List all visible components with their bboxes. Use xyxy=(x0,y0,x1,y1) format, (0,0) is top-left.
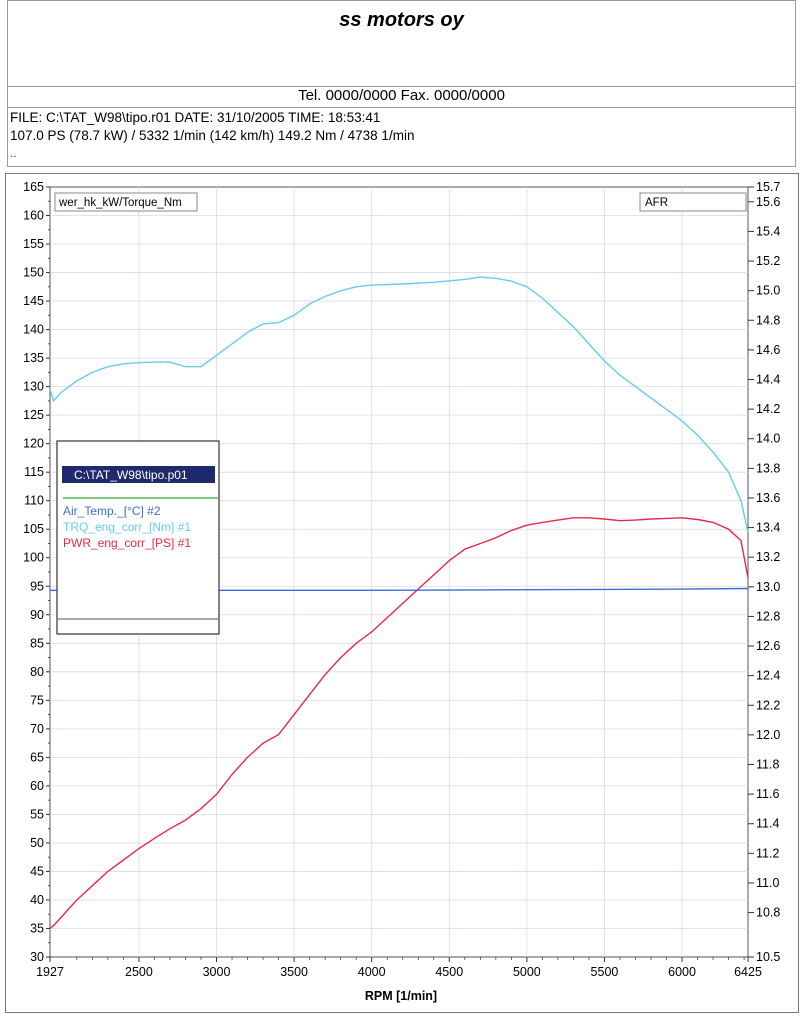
power-curve xyxy=(49,517,749,930)
y-right-tick-label: 15.7 xyxy=(756,180,780,194)
x-tick-label: 6425 xyxy=(734,965,762,979)
y-axis-left: 165 160 155 150 145 140 135 130 125 120 115 110 105 1… xyxy=(23,180,50,964)
legend-entry: TRQ_eng_corr_[Nm] #1 xyxy=(63,520,191,534)
y-right-tick-label: 11.4 xyxy=(756,817,779,831)
y-left-tick-label: 40 xyxy=(30,893,44,907)
y-right-tick-label: 15.0 xyxy=(756,284,780,298)
dyno-chart: 165 160 155 150 145 140 135 130 125 120 115 110 105 1… xyxy=(23,180,780,1003)
y-right-tick-label: 12.0 xyxy=(756,728,780,742)
y-right-tick-label: 13.2 xyxy=(756,550,780,564)
x-tick-label: 5000 xyxy=(513,965,541,979)
y-left-tick-label: 85 xyxy=(30,636,44,650)
y-right-tick-label: 11.6 xyxy=(756,787,779,801)
y-right-tick-label: 14.2 xyxy=(756,402,780,416)
dyno-chart-frame: 165 160 155 150 145 140 135 130 125 120 115 110 105 1… xyxy=(5,173,799,1013)
y-left-tick-label: 125 xyxy=(23,408,44,422)
y-left-tick-label: 35 xyxy=(30,921,44,935)
y-left-tick-label: 45 xyxy=(30,864,44,878)
run-info: FILE: C:\TAT_W98\tipo.r01 DATE: 31/10/20… xyxy=(7,108,796,167)
y-right-tick-label: 10.5 xyxy=(756,950,780,964)
y-left-tick-label: 140 xyxy=(23,323,44,337)
y-left-tick-label: 150 xyxy=(23,266,44,280)
y-right-tick-label: 12.2 xyxy=(756,698,780,712)
y-left-label: wer_hk_kW/Torque_Nm xyxy=(58,197,182,209)
y-right-tick-label: 12.6 xyxy=(756,639,780,653)
y-left-tick-label: 105 xyxy=(23,522,44,536)
y-right-tick-label: 13.4 xyxy=(756,521,780,535)
y-left-tick-label: 155 xyxy=(23,237,44,251)
x-tick-label: 2500 xyxy=(125,965,153,979)
x-tick-label: 3500 xyxy=(280,965,308,979)
y-left-label-box xyxy=(54,192,198,212)
x-tick-label: 4000 xyxy=(358,965,386,979)
x-axis-label: RPM [1/min] xyxy=(365,989,437,1003)
y-right-label-box xyxy=(639,192,747,212)
y-right-tick-label: 15.4 xyxy=(756,224,780,238)
y-right-tick-label: 12.8 xyxy=(756,609,780,623)
legend-title-bar xyxy=(62,466,215,483)
y-right-tick-label: 14.4 xyxy=(756,373,780,387)
y-left-tick-label: 80 xyxy=(30,665,44,679)
y-left-tick-label: 115 xyxy=(24,465,44,479)
y-left-tick-label: 90 xyxy=(30,608,44,622)
y-right-tick-label: 11.0 xyxy=(756,876,779,890)
y-right-tick-label: 12.4 xyxy=(756,669,780,683)
x-tick-label: 3000 xyxy=(203,965,231,979)
x-tick-label: 1927 xyxy=(36,965,64,979)
company-name: ss motors oy xyxy=(339,9,464,31)
y-left-tick-label: 135 xyxy=(23,351,44,365)
torque-curve xyxy=(49,276,749,533)
y-left-tick-label: 30 xyxy=(30,950,44,964)
y-left-tick-label: 120 xyxy=(23,437,44,451)
y-left-tick-label: 145 xyxy=(23,294,44,308)
y-right-tick-label: 14.0 xyxy=(756,432,780,446)
y-right-tick-label: 13.6 xyxy=(756,491,780,505)
y-right-label: AFR xyxy=(645,197,668,209)
y-right-tick-label: 15.6 xyxy=(756,195,780,209)
y-left-tick-label: 100 xyxy=(23,551,44,565)
y-left-tick-label: 130 xyxy=(23,380,44,394)
report-header: ss motors oy xyxy=(7,0,796,87)
y-right-tick-label: 11.8 xyxy=(756,758,779,772)
y-left-tick-label: 55 xyxy=(30,807,44,821)
y-right-tick-label: 14.8 xyxy=(756,313,780,327)
y-left-tick-label: 165 xyxy=(23,180,44,194)
y-right-tick-label: 11.2 xyxy=(756,846,779,860)
legend-entry: Air_Temp._[°C] #2 xyxy=(63,504,161,518)
y-right-tick-label: 13.0 xyxy=(756,580,780,594)
legend-entry: PWR_eng_corr_[PS] #1 xyxy=(63,536,191,550)
legend-title: C:\TAT_W98\tipo.p01 xyxy=(74,468,188,482)
y-left-tick-label: 65 xyxy=(30,750,44,764)
y-axis-right: 15.715.6 15.4 15.2 15.0 14.8 14.6 14.4 14.2 14.0… xyxy=(748,180,780,964)
y-left-tick-label: 75 xyxy=(30,693,44,707)
y-right-tick-label: 10.8 xyxy=(756,906,780,920)
file-info: FILE: C:\TAT_W98\tipo.r01 DATE: 31/10/20… xyxy=(10,110,381,125)
axis-label-boxes: wer_hk_kW/Torque_Nm AFR xyxy=(54,192,747,212)
y-right-tick-label: 15.2 xyxy=(756,254,780,268)
info-dots: .. xyxy=(10,146,17,160)
y-left-tick-label: 50 xyxy=(30,836,44,850)
y-left-tick-label: 95 xyxy=(30,579,44,593)
y-left-tick-label: 110 xyxy=(24,494,44,508)
y-right-tick-label: 14.6 xyxy=(756,343,780,357)
x-tick-label: 5500 xyxy=(591,965,619,979)
y-left-tick-label: 70 xyxy=(30,722,44,736)
y-right-tick-label: 13.8 xyxy=(756,461,780,475)
legend: C:\TAT_W98\tipo.p01 Air_Temp._[°C] #2 TRQ_… xyxy=(56,440,220,635)
x-tick-label: 6000 xyxy=(668,965,696,979)
contact-line: Tel. 0000/0000 Fax. 0000/0000 xyxy=(7,85,796,108)
x-tick-label: 4500 xyxy=(435,965,463,979)
y-left-tick-label: 160 xyxy=(23,209,44,223)
peak-values: 107.0 PS (78.7 kW) / 5332 1/min (142 km/… xyxy=(10,128,415,143)
x-axis: 1927 2500 3000 3500 4000 4500 5000 5500 6000 6425 xyxy=(36,957,762,979)
y-left-tick-label: 60 xyxy=(30,779,44,793)
